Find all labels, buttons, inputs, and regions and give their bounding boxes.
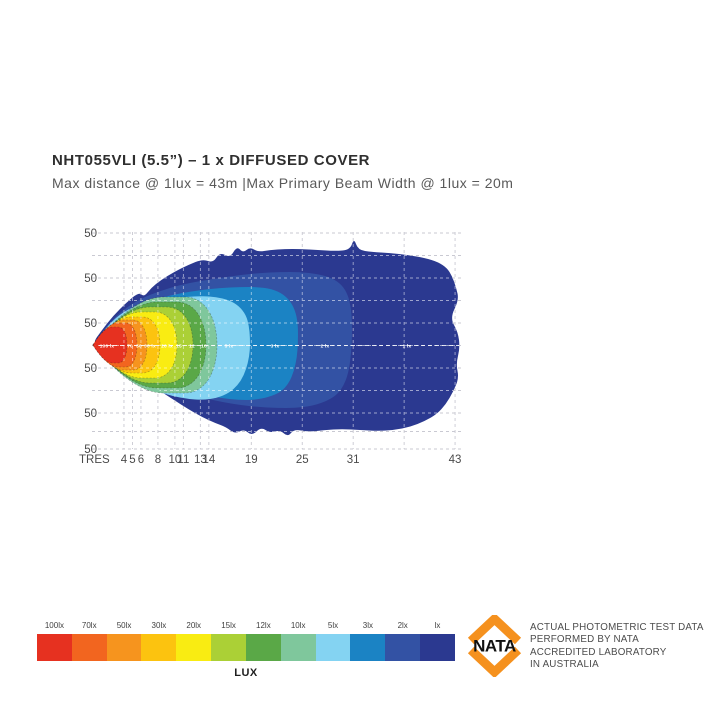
legend-swatch	[315, 634, 351, 661]
x-axis-tick: 4	[121, 454, 128, 466]
x-axis-tick: 31	[347, 454, 360, 466]
beam-label: 10	[201, 343, 207, 349]
legend-label: 3lx	[362, 621, 373, 630]
beam-label: 3 lx	[271, 343, 280, 349]
y-axis-label: 50	[84, 318, 97, 330]
legend-swatch	[385, 634, 421, 661]
legend-label: 10lx	[290, 621, 306, 630]
x-axis-tick: 11	[177, 454, 189, 466]
legend-title: LUX	[234, 667, 258, 679]
y-axis-label: 50	[84, 228, 97, 240]
legend-label: 5lx	[327, 621, 339, 630]
legend-label: 12lx	[256, 621, 271, 630]
x-axis-tick: 8	[155, 454, 161, 466]
legend-label: 20lx	[186, 621, 202, 630]
x-axis-tick: 6	[138, 454, 144, 466]
x-axis-tick: 10	[169, 454, 182, 466]
nata-logo-text: NATA	[473, 637, 516, 656]
y-axis-label: 50	[84, 273, 97, 285]
chart-header: NHT055VLI (5.5”) – 1 x DIFFUSED COVER Ma…	[52, 152, 513, 191]
legend-color-scale	[37, 634, 455, 661]
beam-label: 2 lx	[321, 343, 330, 349]
legend-swatch	[211, 634, 246, 661]
beam-label: 12	[189, 343, 195, 349]
x-axis-tick: 13	[194, 454, 207, 466]
page-subtitle: Max distance @ 1lux = 43m |Max Primary B…	[52, 175, 514, 191]
legend-label: 50lx	[116, 621, 132, 630]
legend-swatch	[350, 634, 386, 661]
nata-line: PERFORMED BY NATA	[530, 634, 640, 646]
nata-logo-icon: NATA	[467, 615, 522, 677]
page-title: NHT055VLI (5.5”) – 1 x DIFFUSED COVER	[52, 152, 371, 169]
y-axis-label: 50	[84, 363, 97, 375]
legend-swatch	[280, 634, 316, 661]
beam-label: 30 lx	[144, 343, 156, 349]
x-axis-tick: 14	[202, 454, 215, 466]
y-axis-label: 50	[84, 444, 97, 456]
beam-label: 20 lx	[161, 343, 173, 349]
x-axis-unit-label: TRES	[79, 454, 110, 466]
nata-line: ACCREDITED LABORATORY	[530, 646, 667, 658]
legend-swatch	[37, 634, 72, 661]
legend-label: 70lx	[81, 621, 97, 630]
x-axis-tick: 19	[245, 454, 258, 466]
legend-label: lx	[434, 621, 441, 630]
legend-label: 30lx	[151, 621, 167, 630]
x-axis-tick: 43	[449, 454, 462, 466]
legend-swatch	[71, 634, 107, 661]
nata-line: IN AUSTRALIA	[530, 658, 599, 670]
x-axis-tick: 5	[129, 454, 135, 466]
beam-label: 50	[136, 343, 142, 349]
legend-swatch	[176, 634, 212, 661]
nata-line: ACTUAL PHOTOMETRIC TEST DATA	[530, 622, 704, 633]
beam-label: 100 lx	[100, 343, 115, 349]
legend-swatch	[106, 634, 142, 661]
legend-labels: 100lx 70lx 50lx 30lx 20lx 15lx 12lx 10lx 5lx 3lx 2…	[37, 621, 455, 630]
legend-swatch	[420, 634, 455, 661]
lux-legend: 100lx 70lx 50lx 30lx 20lx 15lx 12lx 10lx 5lx 3lx 2…	[37, 621, 455, 679]
legend-swatch	[141, 634, 177, 661]
beam-label: 5 lx	[225, 343, 234, 349]
y-axis-label: 50	[84, 408, 97, 420]
legend-label: 2lx	[397, 621, 408, 630]
nata-accreditation: NATA ACTUAL PHOTOMETRIC TEST DATA PERFOR…	[466, 615, 704, 677]
beam-label: 15	[176, 343, 182, 349]
legend-label: 100lx	[44, 621, 64, 630]
beam-label: 70	[127, 343, 133, 349]
nata-text: ACTUAL PHOTOMETRIC TEST DATA PERFORMED B…	[530, 622, 704, 671]
beam-label: 1 lx	[403, 343, 412, 349]
x-axis-tick: 25	[296, 454, 309, 466]
legend-label: 15lx	[221, 621, 236, 630]
isolux-beam-chart: 100 lx 70 50 30 lx 20 lx 15 12 10 5 lx 3 lx 2 lx 1 …	[79, 228, 462, 466]
legend-swatch	[245, 634, 281, 661]
